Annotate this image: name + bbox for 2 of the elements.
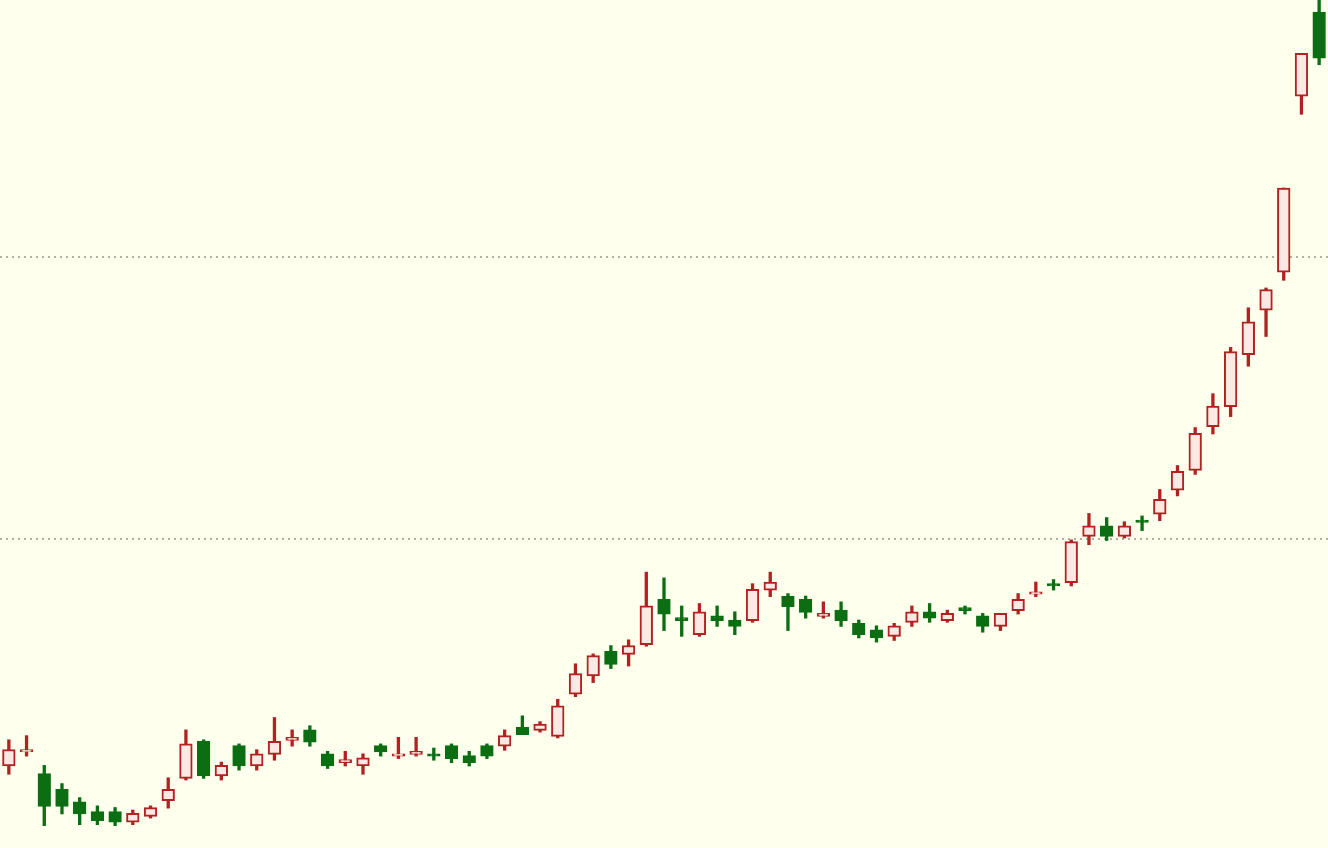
candlestick — [1029, 581, 1043, 598]
candlestick — [409, 736, 423, 757]
